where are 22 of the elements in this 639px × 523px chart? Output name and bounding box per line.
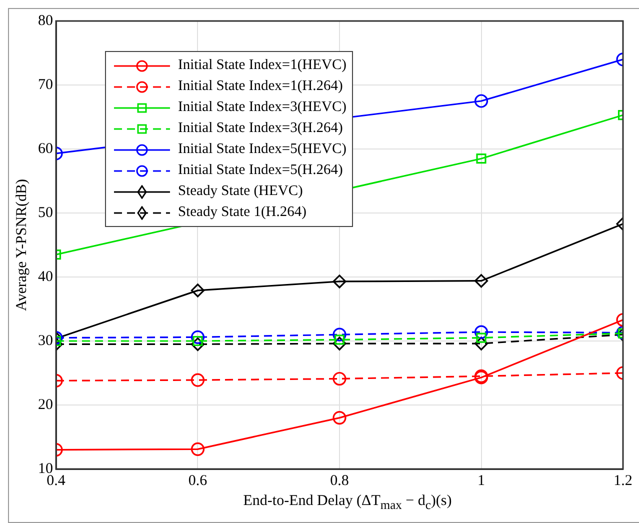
x-tick-label: 0.6 (188, 472, 208, 489)
y-tick-label: 30 (38, 332, 53, 349)
legend-label: Initial State Index=5(HEVC) (178, 140, 346, 159)
legend-label: Initial State Index=1(H.264) (178, 77, 343, 96)
x-tick-label: 0.4 (46, 472, 66, 489)
y-tick-label: 20 (38, 396, 53, 413)
x-axis-title: End-to-End Delay (ΔT$_{max}$ − d$_{c}$)(s) (242, 493, 453, 513)
y-tick-label: 60 (38, 140, 53, 157)
legend-label: Initial State Index=5(H.264) (178, 161, 343, 180)
y-tick-label: 80 (38, 12, 53, 29)
y-tick-label: 40 (38, 268, 53, 285)
legend-label: Initial State Index=1(HEVC) (178, 56, 346, 75)
y-tick-label: 70 (38, 76, 53, 93)
x-tick-label: 0.8 (330, 472, 349, 489)
y-axis-title: Average Y-PSNR(dB) (14, 178, 30, 312)
x-tick-label: 1 (478, 472, 485, 489)
legend-label: Initial State Index=3(H.264) (178, 119, 343, 138)
x-tick-label: 1.2 (614, 472, 632, 489)
y-tick-label: 50 (38, 204, 53, 221)
legend-label: Steady State 1(H.264) (178, 203, 306, 222)
legend-label: Initial State Index=3(HEVC) (178, 98, 346, 117)
legend-label: Steady State (HEVC) (178, 182, 303, 201)
